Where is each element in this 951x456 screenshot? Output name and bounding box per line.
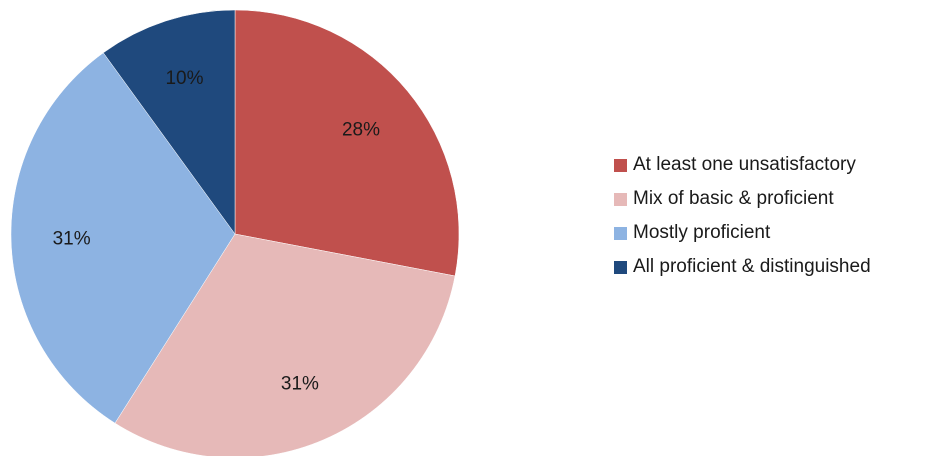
- legend-item-mostly-proficient: Mostly proficient: [614, 216, 871, 250]
- legend-label: Mix of basic & proficient: [633, 188, 834, 209]
- pie-data-label-1: 28%: [342, 119, 380, 140]
- legend-item-distinguished: All proficient & distinguished: [614, 250, 871, 284]
- legend: At least one unsatisfactory Mix of basic…: [614, 148, 871, 284]
- pie-slice-1: [234, 9, 460, 277]
- legend-swatch: [614, 192, 627, 206]
- pie-data-labels: 28% 31% 31% 10%: [53, 68, 381, 395]
- pie-slice-3: [10, 52, 236, 424]
- legend-label: At least one unsatisfactory: [633, 154, 856, 175]
- legend-swatch: [614, 158, 627, 172]
- legend-swatch: [614, 260, 627, 274]
- pie-slice-4: [102, 9, 236, 235]
- legend-label: All proficient & distinguished: [633, 256, 871, 277]
- pie-data-label-2: 31%: [281, 374, 319, 395]
- legend-item-unsatisfactory: At least one unsatisfactory: [614, 148, 871, 182]
- pie-data-label-4: 10%: [165, 68, 203, 89]
- pie-data-label-3: 31%: [53, 229, 91, 250]
- legend-label: Mostly proficient: [633, 222, 771, 243]
- legend-swatch: [614, 226, 627, 240]
- pie-slices: [10, 9, 460, 456]
- legend-item-basic-proficient: Mix of basic & proficient: [614, 182, 871, 216]
